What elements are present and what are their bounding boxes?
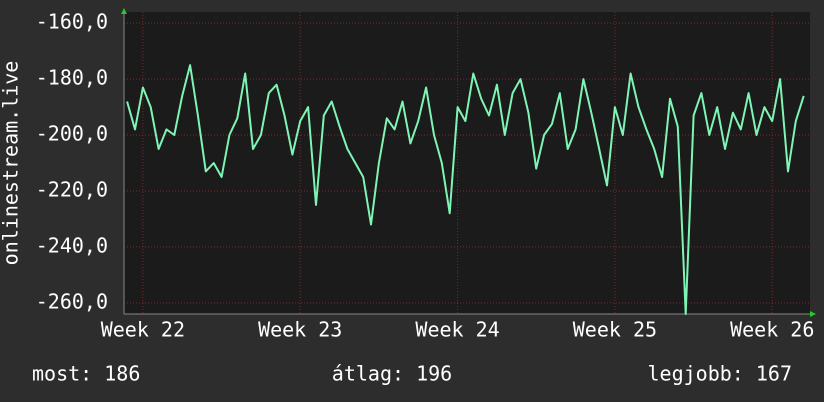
axis-arrow xyxy=(121,8,127,14)
y-tick-label: -220,0 xyxy=(36,177,108,201)
y-tick-label: -240,0 xyxy=(36,233,108,257)
y-axis-label: onlinestream.live xyxy=(0,61,23,266)
data-line xyxy=(126,64,805,315)
y-tick-label: -200,0 xyxy=(36,122,108,146)
footer-average: átlag: 196 xyxy=(332,362,452,386)
y-tick-label: -160,0 xyxy=(36,10,108,34)
x-tick-label: Week 22 xyxy=(101,318,185,342)
x-tick-label: Week 24 xyxy=(415,318,499,342)
footer-best: legjobb: 167 xyxy=(648,362,793,386)
y-tick-label: -180,0 xyxy=(36,66,108,90)
plot-area xyxy=(124,12,810,314)
x-tick-label: Week 23 xyxy=(258,318,342,342)
x-tick-label: Week 26 xyxy=(730,318,814,342)
axis-arrow xyxy=(810,311,816,317)
y-tick-label: -260,0 xyxy=(36,289,108,313)
x-tick-label: Week 25 xyxy=(573,318,657,342)
footer-current: most: 186 xyxy=(32,362,140,386)
